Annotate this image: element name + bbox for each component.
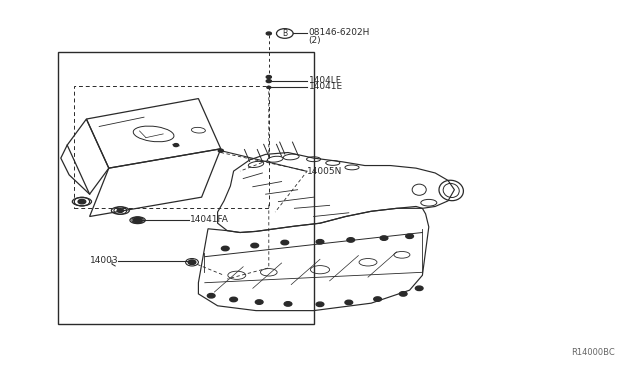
Circle shape (380, 236, 388, 240)
Circle shape (117, 209, 124, 212)
Circle shape (316, 240, 324, 244)
Circle shape (316, 302, 324, 307)
Text: 14041FA: 14041FA (190, 215, 229, 224)
Circle shape (78, 199, 86, 204)
Circle shape (134, 218, 141, 222)
Circle shape (267, 86, 271, 89)
Circle shape (281, 240, 289, 245)
Circle shape (188, 260, 196, 264)
Circle shape (230, 297, 237, 302)
Bar (74, 86, 269, 208)
Bar (58, 52, 314, 324)
Circle shape (266, 76, 271, 78)
Text: 1404LF: 1404LF (308, 76, 341, 85)
Text: 14041E: 14041E (308, 82, 342, 91)
Circle shape (415, 286, 423, 291)
Text: R14000BC: R14000BC (571, 348, 614, 357)
Circle shape (406, 234, 413, 238)
Circle shape (284, 302, 292, 306)
Circle shape (255, 300, 263, 304)
Circle shape (374, 297, 381, 301)
Circle shape (173, 144, 179, 147)
Circle shape (251, 243, 259, 248)
Circle shape (189, 260, 195, 264)
Circle shape (266, 80, 271, 83)
Circle shape (266, 32, 271, 35)
Text: 14003: 14003 (90, 256, 118, 265)
Text: 14005N: 14005N (307, 167, 342, 176)
Text: B: B (282, 29, 287, 38)
Circle shape (345, 300, 353, 305)
Text: (2): (2) (308, 36, 321, 45)
Circle shape (133, 218, 142, 223)
Circle shape (399, 292, 407, 296)
Circle shape (347, 238, 355, 242)
Text: 08146-6202H: 08146-6202H (308, 28, 370, 37)
Circle shape (207, 294, 215, 298)
Circle shape (221, 246, 229, 251)
Circle shape (218, 149, 223, 152)
